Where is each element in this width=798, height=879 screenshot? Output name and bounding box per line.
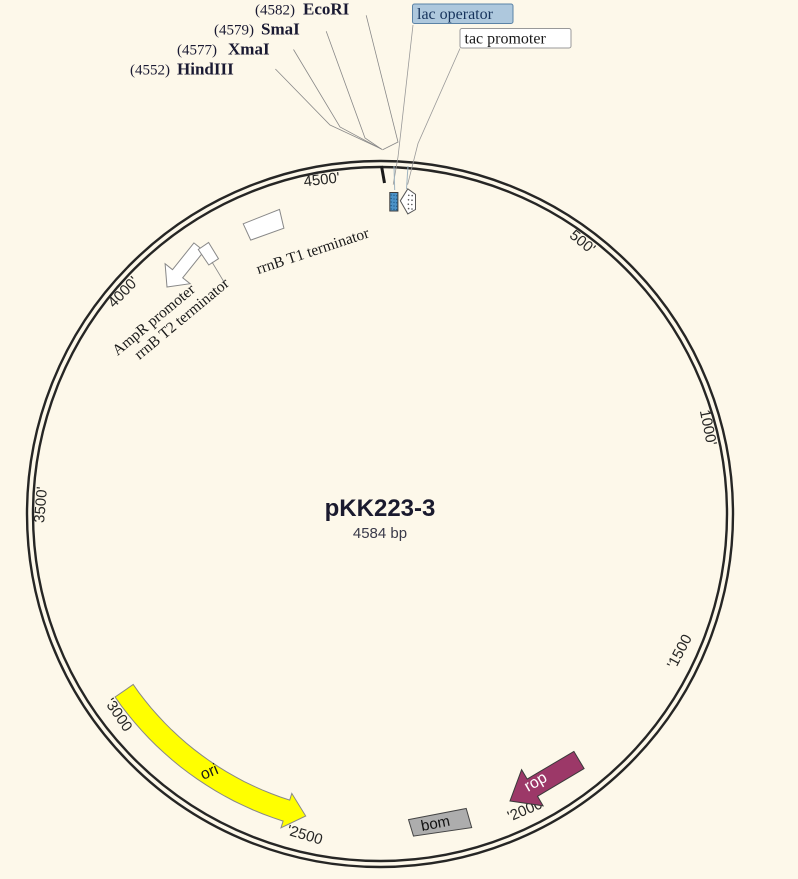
svg-text:XmaI: XmaI [228,40,270,59]
svg-text:SmaI: SmaI [261,20,300,39]
svg-text:lac operator: lac operator [417,6,494,23]
svg-text:EcoRI: EcoRI [303,0,350,19]
svg-text:(4579): (4579) [214,23,254,39]
svg-text:pKK223-3: pKK223-3 [325,495,436,522]
svg-text:(4552): (4552) [130,63,170,79]
svg-text:3500': 3500' [31,486,51,524]
svg-text:4584 bp: 4584 bp [353,525,407,542]
svg-text:(4582): (4582) [255,3,295,19]
svg-text:tac promoter: tac promoter [465,30,547,47]
svg-text:(4577): (4577) [177,43,217,59]
svg-text:HindIII: HindIII [177,60,234,79]
